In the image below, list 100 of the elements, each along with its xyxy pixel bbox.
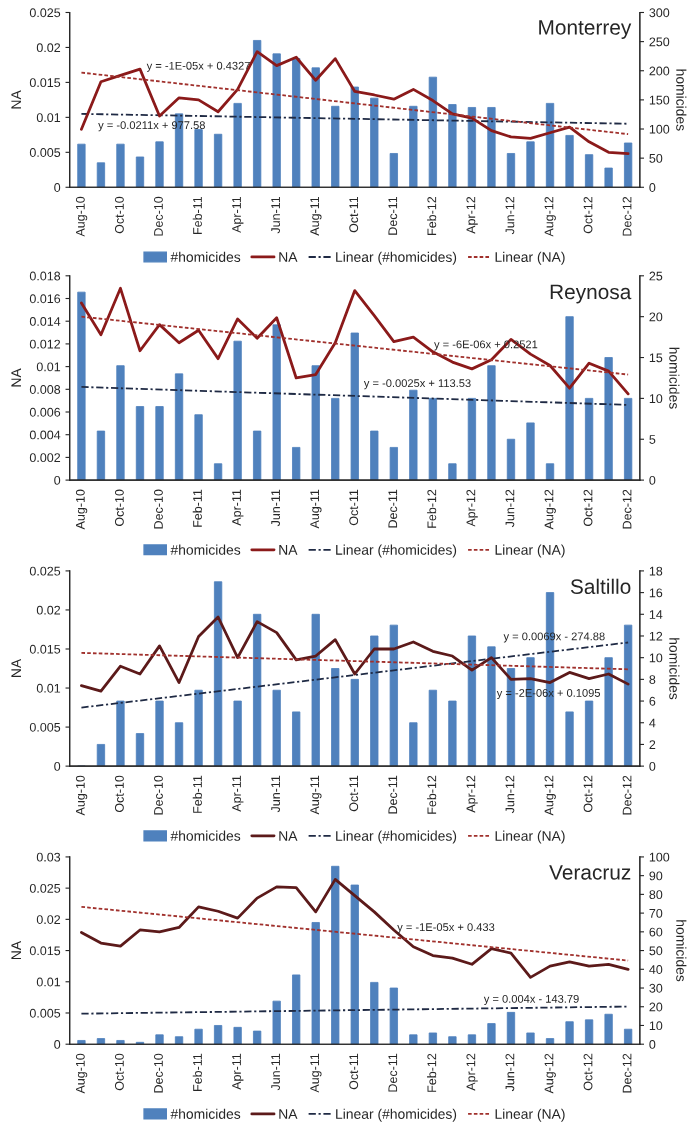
legend-label: Linear (#homicides) bbox=[336, 251, 457, 265]
y2-tick-label: 0 bbox=[649, 1040, 656, 1049]
x-tick-label: Jun-11 bbox=[271, 775, 281, 813]
y2-tick-label: 25 bbox=[649, 271, 663, 281]
x-tick-label: Oct-11 bbox=[349, 489, 359, 526]
bar bbox=[253, 430, 262, 481]
y-tick-label: 0.014 bbox=[29, 317, 61, 326]
x-tick-label: Aug-10 bbox=[75, 1053, 88, 1094]
y2-tick-label: 70 bbox=[649, 908, 663, 918]
bar bbox=[174, 373, 184, 481]
y2-tick-label: 15 bbox=[649, 353, 663, 363]
legend-label: NA bbox=[279, 1109, 298, 1119]
x-tick-label: Dec-11 bbox=[388, 1053, 398, 1092]
x-tick-label: Apr-11 bbox=[232, 196, 244, 233]
bar bbox=[604, 167, 613, 188]
x-tick-label: Feb-11 bbox=[192, 775, 202, 813]
legend-label: Linear (NA) bbox=[495, 1108, 565, 1122]
y-tick-label: 0.02 bbox=[36, 915, 61, 924]
bar bbox=[448, 463, 457, 481]
bar bbox=[194, 129, 203, 188]
legend-label: Linear (NA) bbox=[495, 251, 565, 265]
bar bbox=[96, 1038, 106, 1045]
x-tick-label: Aug-12 bbox=[544, 196, 556, 237]
bar bbox=[487, 107, 496, 188]
bar bbox=[194, 1028, 203, 1045]
y-tick-label: 0.025 bbox=[29, 566, 61, 576]
bar bbox=[545, 1038, 555, 1045]
bar bbox=[96, 430, 106, 481]
legend-label: #homicides bbox=[170, 544, 241, 555]
y-tick-label: 0.01 bbox=[36, 113, 61, 123]
bar bbox=[584, 397, 594, 481]
y-tick-label: 0.016 bbox=[29, 294, 61, 304]
y2-tick-label: 14 bbox=[649, 610, 663, 619]
y2-tick-label: 40 bbox=[649, 965, 663, 974]
bar bbox=[448, 700, 457, 767]
bar bbox=[565, 711, 574, 767]
bar bbox=[331, 865, 340, 1045]
y2-tick-label: 20 bbox=[649, 1002, 663, 1012]
y-tick-label: 0.004 bbox=[29, 430, 61, 440]
bar bbox=[116, 143, 125, 188]
bar bbox=[409, 722, 418, 767]
bar bbox=[253, 613, 262, 767]
y-tick-label: 0.008 bbox=[29, 385, 61, 394]
bar bbox=[370, 635, 379, 767]
bar bbox=[350, 332, 359, 481]
bar bbox=[526, 141, 535, 188]
bar bbox=[565, 1021, 574, 1045]
x-tick-label: Oct-11 bbox=[349, 1053, 359, 1090]
x-tick-label: Dec-10 bbox=[154, 196, 163, 236]
legend-label: Linear (#homicides) bbox=[336, 830, 457, 844]
y2-axis-title: homicides bbox=[676, 69, 687, 131]
y2-tick-label: 0 bbox=[649, 475, 656, 485]
x-tick-label: Dec-11 bbox=[388, 775, 398, 814]
bar bbox=[292, 58, 301, 188]
chart-title: Monterrey bbox=[539, 20, 632, 39]
bar bbox=[194, 414, 203, 481]
bar bbox=[174, 722, 184, 767]
annotation: y = -0.0025x + 113.53 bbox=[363, 379, 471, 390]
y-tick-label: 0 bbox=[54, 183, 61, 192]
bar bbox=[545, 463, 555, 481]
x-tick-label: Jun-12 bbox=[505, 1053, 515, 1092]
y-tick-label: 0.012 bbox=[29, 339, 61, 349]
y-axis-title: NA bbox=[11, 940, 21, 960]
y2-tick-label: 60 bbox=[649, 927, 663, 937]
bar bbox=[584, 1019, 594, 1045]
line-series bbox=[80, 286, 630, 396]
y2-tick-label: 20 bbox=[649, 312, 663, 322]
bar bbox=[135, 156, 145, 188]
x-tick-label: Dec-12 bbox=[622, 489, 632, 529]
bar bbox=[292, 711, 301, 767]
y-tick-label: 0.025 bbox=[29, 883, 61, 893]
y-tick-label: 0 bbox=[54, 475, 61, 485]
y2-tick-label: 16 bbox=[649, 588, 663, 598]
y2-tick-label: 90 bbox=[649, 871, 663, 881]
y-axis-title: NA bbox=[11, 90, 21, 109]
bar bbox=[233, 1026, 242, 1045]
line-series bbox=[80, 50, 630, 156]
annotation: y = 0.004x - 143.79 bbox=[483, 994, 579, 1005]
x-tick-label: Apr-11 bbox=[232, 1053, 244, 1090]
chart-title: Saltillo bbox=[570, 578, 631, 595]
bar bbox=[331, 105, 340, 188]
y-tick-label: 0.03 bbox=[36, 852, 61, 862]
bar bbox=[487, 1023, 496, 1045]
y-tick-label: 0.015 bbox=[29, 644, 61, 654]
x-tick-label: Feb-11 bbox=[192, 1053, 202, 1091]
bar bbox=[233, 340, 242, 481]
x-tick-label: Aug-12 bbox=[544, 775, 556, 816]
y-axis-title: NA bbox=[11, 658, 21, 678]
bar bbox=[155, 141, 164, 188]
bar bbox=[135, 733, 145, 767]
bar bbox=[311, 922, 320, 1045]
bar bbox=[624, 624, 633, 767]
x-tick-label: Jun-11 bbox=[271, 489, 281, 527]
bar bbox=[331, 668, 340, 767]
x-tick-label: Dec-11 bbox=[388, 489, 398, 528]
legend-label: Linear (NA) bbox=[495, 830, 565, 844]
bar bbox=[253, 1030, 262, 1045]
bar bbox=[311, 613, 320, 767]
x-tick-label: Dec-11 bbox=[388, 196, 398, 235]
y2-tick-label: 12 bbox=[649, 631, 663, 641]
